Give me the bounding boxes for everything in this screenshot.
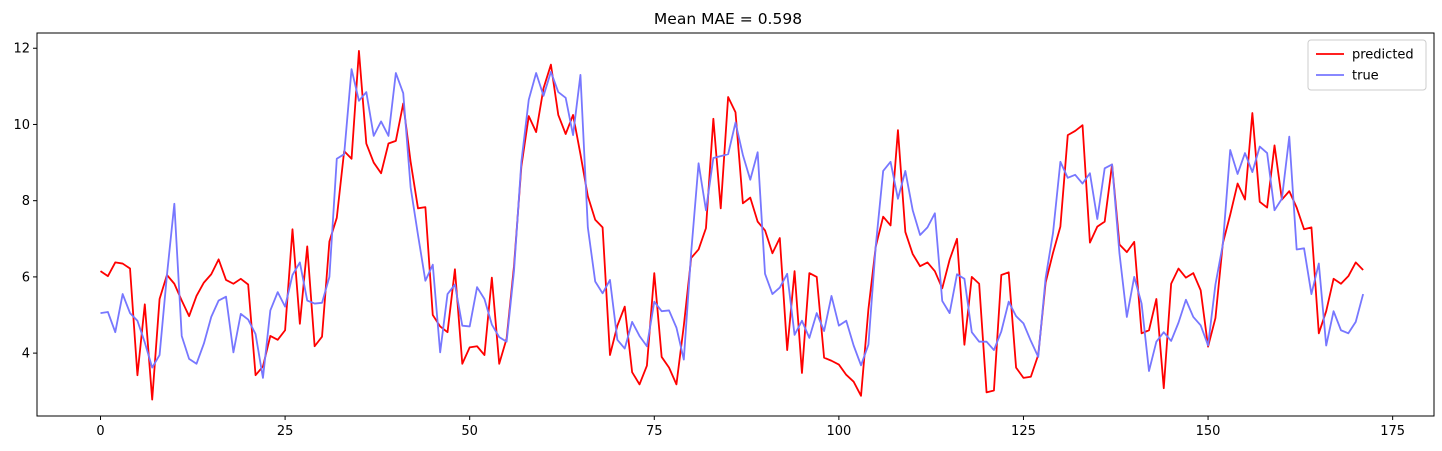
x-tick-label: 175	[1380, 424, 1405, 439]
x-tick-label: 75	[646, 424, 663, 439]
x-tick-label: 150	[1196, 424, 1221, 439]
series-line-predicted	[99, 50, 1364, 401]
x-tick-label: 25	[277, 424, 294, 439]
y-tick-label: 12	[13, 42, 30, 57]
x-tick-label: 125	[1011, 424, 1036, 439]
plot-frame	[36, 32, 1435, 417]
y-tick-label: 10	[13, 118, 30, 133]
x-tick-label: 100	[826, 424, 851, 439]
legend-label-predicted: predicted	[1352, 48, 1414, 63]
x-tick-label: 50	[461, 424, 478, 439]
legend-label-true: true	[1352, 69, 1379, 84]
x-tick-label: 0	[96, 424, 104, 439]
y-tick-label: 4	[22, 347, 30, 362]
chart-title: Mean MAE = 0.598	[654, 10, 802, 28]
legend-box	[1307, 39, 1427, 91]
legend: predicted true	[1307, 39, 1427, 91]
series-line-true	[100, 68, 1364, 379]
y-tick-label: 6	[22, 270, 30, 285]
plot-area	[99, 50, 1364, 401]
y-tick-label: 8	[22, 194, 30, 209]
axes: 0 25 50 75 100 125 150 175 4 6 8 10 12	[13, 32, 1435, 439]
